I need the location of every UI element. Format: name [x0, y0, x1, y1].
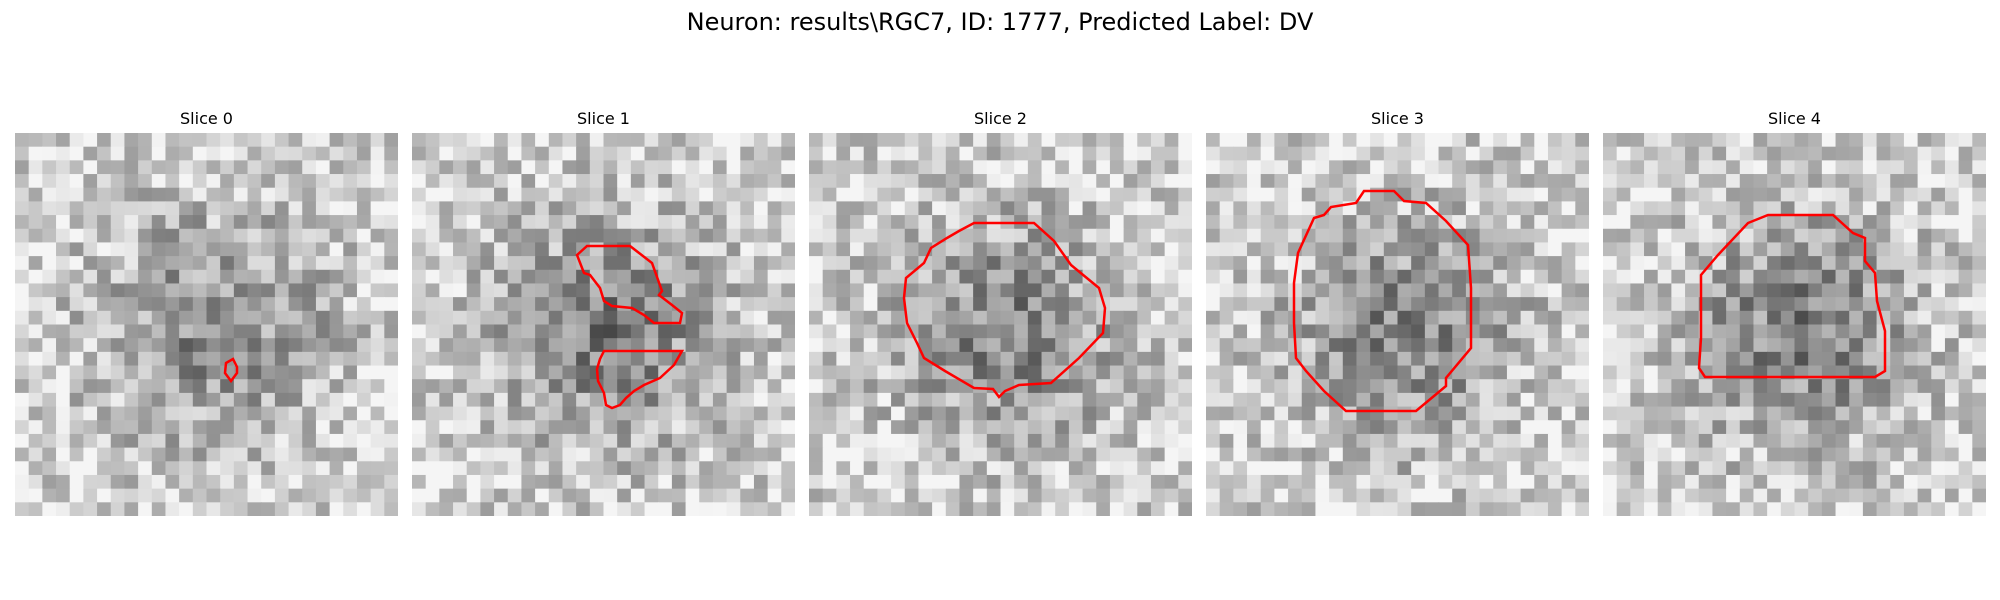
slice-image-3	[1206, 133, 1589, 516]
segmentation-contour	[223, 357, 239, 384]
slice-title: Slice 2	[974, 109, 1027, 128]
slice-title: Slice 4	[1768, 109, 1821, 128]
segmentation-contour	[575, 244, 684, 325]
segmentation-contour	[1697, 213, 1887, 379]
slice-title: Slice 0	[180, 109, 233, 128]
slice-image-2	[809, 133, 1192, 516]
slice-image-0	[15, 133, 398, 516]
slice-panel-1: Slice 1	[412, 108, 795, 516]
segmentation-contour	[595, 349, 685, 410]
slice-image-1	[412, 133, 795, 516]
slice-title: Slice 3	[1371, 109, 1424, 128]
slice-panel-3: Slice 3	[1206, 108, 1589, 516]
slice-panel-0: Slice 0	[15, 108, 398, 516]
slice-title: Slice 1	[577, 109, 630, 128]
slice-panel-2: Slice 2	[809, 108, 1192, 516]
segmentation-contour	[1292, 189, 1473, 413]
slice-panel-4: Slice 4	[1603, 108, 1986, 516]
segmentation-contour	[902, 221, 1107, 399]
slice-image-4	[1603, 133, 1986, 516]
figure-title: Neuron: results\RGC7, ID: 1777, Predicte…	[686, 8, 1314, 36]
